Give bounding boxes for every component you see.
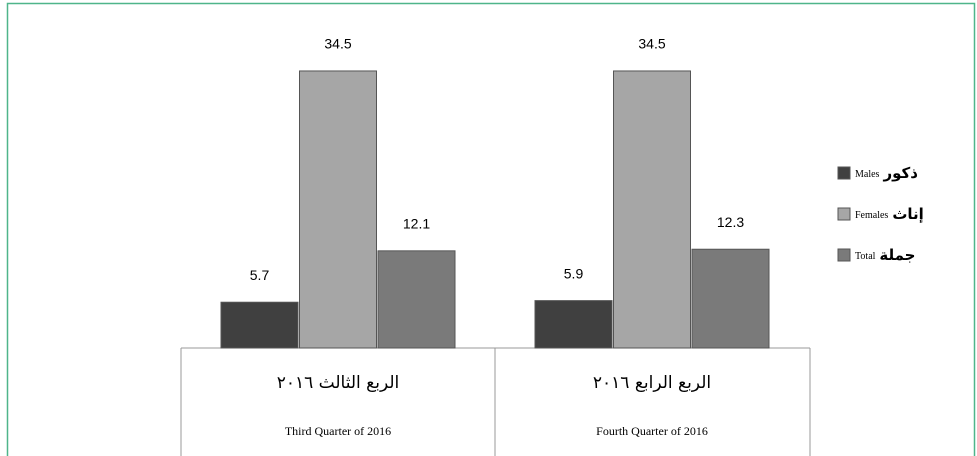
legend-swatch xyxy=(837,166,851,180)
value-label: 12.3 xyxy=(717,214,744,230)
legend-label-en: Males xyxy=(855,169,880,180)
category-label-en: Third Quarter of 2016 xyxy=(285,424,391,438)
legend-label-ar: ذكور xyxy=(882,164,918,182)
value-label: 12.1 xyxy=(403,216,430,232)
value-label: 5.7 xyxy=(250,267,270,283)
bar xyxy=(613,70,691,349)
category-label: الربع الرابع ٢٠١٦ xyxy=(593,373,711,393)
value-label: 34.5 xyxy=(324,36,351,52)
category-label-en: Fourth Quarter of 2016 xyxy=(596,424,708,438)
legend-label: Total جملة xyxy=(855,246,916,264)
bar xyxy=(299,70,377,349)
category-label: الربع الثالث ٢٠١٦ xyxy=(277,373,400,393)
bar xyxy=(534,300,613,349)
bar xyxy=(377,250,456,349)
legend-label-en: Females xyxy=(855,210,888,221)
legend-label: Males ذكور xyxy=(855,164,918,182)
value-label: 5.9 xyxy=(564,265,584,281)
bar xyxy=(220,301,299,349)
legend-label-ar: إناث xyxy=(892,205,923,223)
legend-label-en: Total xyxy=(855,251,876,262)
legend-swatch xyxy=(837,248,851,262)
legend-label: Females إناث xyxy=(855,205,924,223)
frame xyxy=(6,2,976,456)
category-table xyxy=(180,347,811,456)
legend-swatch xyxy=(837,207,851,221)
value-label: 34.5 xyxy=(638,36,665,52)
legend-label-ar: جملة xyxy=(879,246,915,264)
bar xyxy=(691,248,770,349)
